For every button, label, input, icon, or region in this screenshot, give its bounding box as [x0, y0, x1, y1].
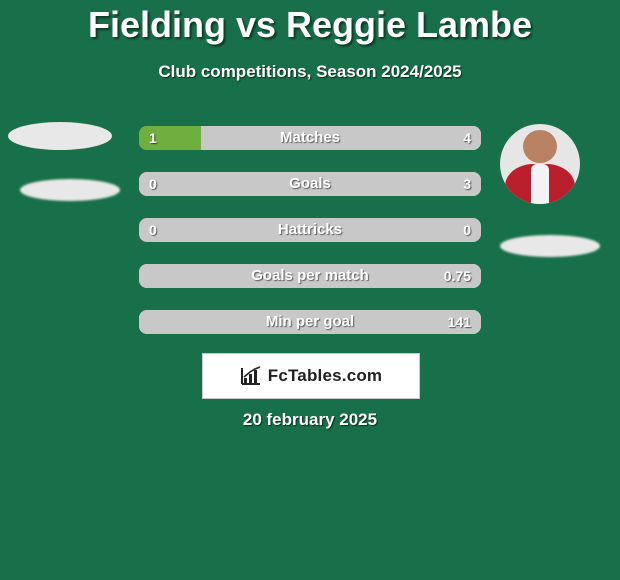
stat-left-value: 0	[149, 172, 157, 196]
stat-row: Hattricks0 0	[139, 218, 481, 242]
stat-row: Matches1 4	[139, 126, 481, 150]
right-avatar-head	[523, 130, 557, 164]
stat-left-value: 1	[149, 126, 157, 150]
left-avatar-shadow	[20, 179, 120, 201]
stat-left-value: 0	[149, 218, 157, 242]
brand-badge: FcTables.com	[202, 353, 420, 399]
stat-row: Goals0 3	[139, 172, 481, 196]
stat-label: Matches	[139, 126, 481, 150]
stat-right-value: 3	[463, 172, 471, 196]
footer-date: 20 february 2025	[0, 410, 620, 430]
comparison-bars: Matches14Goals03Hattricks00Goals per mat…	[139, 126, 481, 356]
stat-row: Min per goal141	[139, 310, 481, 334]
stat-label: Goals per match	[139, 264, 481, 288]
left-avatar-placeholder	[8, 122, 112, 150]
page-subtitle: Club competitions, Season 2024/2025	[0, 62, 620, 82]
right-avatar	[500, 124, 580, 204]
stat-right-value: 0	[463, 218, 471, 242]
page-title: Fielding vs Reggie Lambe	[0, 4, 620, 46]
brand-text: FcTables.com	[268, 366, 383, 386]
stat-label: Hattricks	[139, 218, 481, 242]
comparison-card: Fielding vs Reggie Lambe Club competitio…	[0, 0, 620, 580]
stat-right-value: 4	[463, 126, 471, 150]
brand-chart-icon	[240, 366, 262, 386]
right-avatar-shirt-stripe	[531, 164, 549, 204]
stat-right-value: 0.75	[444, 264, 471, 288]
stat-right-value: 141	[448, 310, 471, 334]
stat-row: Goals per match0.75	[139, 264, 481, 288]
right-avatar-shadow	[500, 235, 600, 257]
stat-label: Goals	[139, 172, 481, 196]
stat-label: Min per goal	[139, 310, 481, 334]
